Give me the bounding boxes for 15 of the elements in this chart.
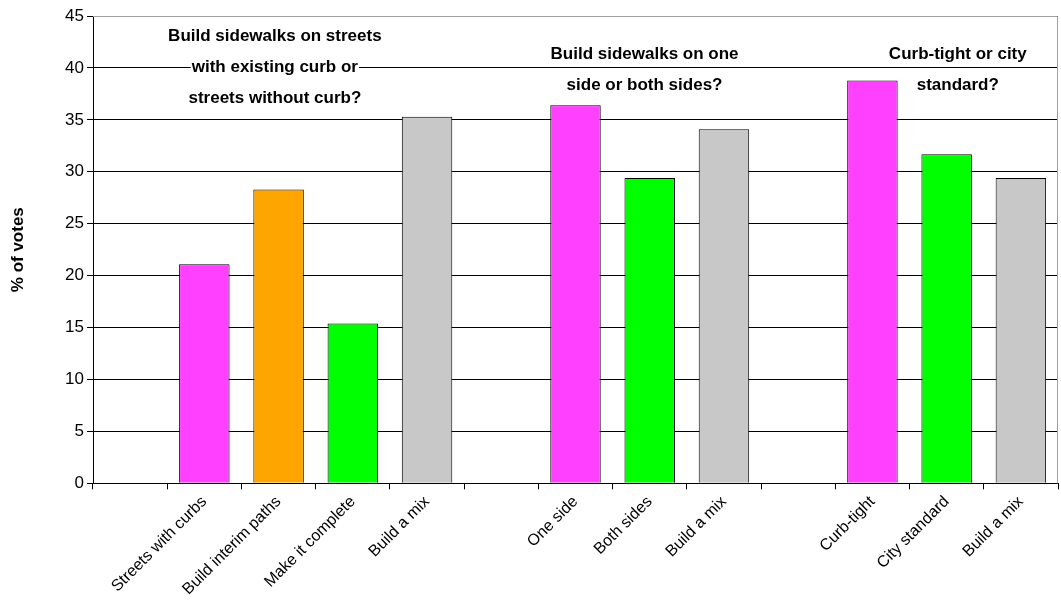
y-tick-label: 10 (65, 369, 84, 389)
y-tick-label: 35 (65, 109, 84, 129)
y-tick-label: 40 (65, 57, 84, 77)
x-tick-label: One side (523, 492, 581, 550)
y-tick-label: 25 (65, 213, 84, 233)
y-tick-label: 0 (74, 473, 84, 493)
annotation: Curb-tight or city standard? (888, 43, 1028, 94)
y-tick-label: 30 (65, 161, 84, 181)
y-axis-title: % of votes (7, 207, 27, 293)
y-tick-label: 45 (65, 5, 84, 25)
annotation: Build sidewalks on one side or both sides? (550, 43, 739, 94)
y-tick-label: 15 (65, 317, 84, 337)
annotation: Build sidewalks on streets with existing curb or streets without curb? (168, 25, 382, 107)
y-tick-label: 20 (65, 265, 84, 285)
y-tick-label: 5 (74, 421, 84, 441)
